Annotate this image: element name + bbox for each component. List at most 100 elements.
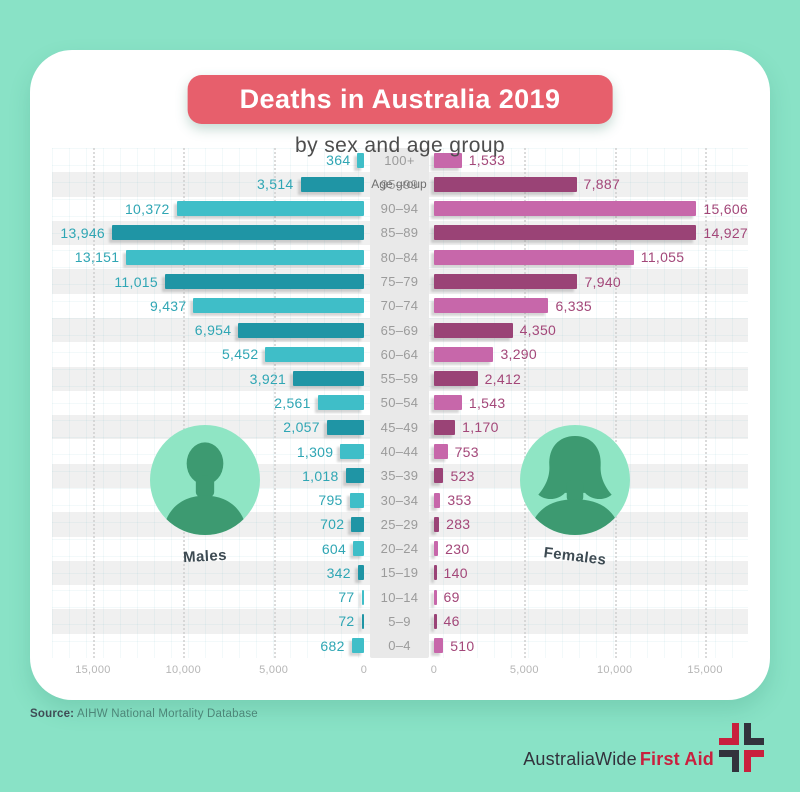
female-bar (434, 346, 494, 362)
female-value-label: 523 (450, 467, 475, 484)
age-row: 11,015 75–79 7,940 (52, 269, 748, 293)
age-row: 604 20–24 230 (52, 537, 748, 561)
value-gridline (92, 148, 95, 658)
age-group-label: 0–4 (388, 638, 411, 654)
age-group-label: 40–44 (380, 444, 419, 460)
value-gridline (705, 148, 708, 658)
female-value-label: 353 (447, 492, 472, 509)
age-group-label: 45–49 (380, 419, 419, 435)
age-group-label: 85–89 (380, 225, 419, 241)
female-value-label: 230 (445, 540, 470, 557)
cross-corner-top-left (719, 723, 739, 745)
male-bar (176, 201, 364, 217)
brand-name-secondary: First Aid (639, 749, 714, 769)
male-value-label: 2,561 (274, 394, 311, 411)
male-bar (300, 176, 364, 192)
age-row: 364 100+ 1,533 (52, 148, 748, 172)
male-bar (357, 152, 364, 168)
female-bar (434, 322, 513, 338)
male-bar (112, 225, 364, 241)
female-bar (434, 371, 478, 387)
age-row: 682 0–4 510 (52, 634, 748, 658)
male-value-label: 364 (326, 152, 351, 169)
age-group-label: 25–29 (380, 516, 419, 532)
male-bar (353, 541, 364, 557)
male-value-label: 77 (338, 589, 355, 606)
female-value-label: 140 (443, 564, 468, 581)
male-bar (193, 298, 364, 314)
male-value-label: 11,015 (114, 273, 158, 290)
title-banner: Deaths in Australia 2019 (187, 75, 613, 124)
male-value-label: 702 (320, 516, 345, 533)
female-value-label: 6,335 (555, 297, 593, 314)
first-aid-cross-icon (719, 723, 764, 772)
age-group-label: 60–64 (380, 346, 419, 362)
age-row: 3,921 55–59 2,412 (52, 367, 748, 391)
age-row: 9,437 70–74 6,335 (52, 294, 748, 318)
male-value-label: 1,309 (296, 443, 334, 460)
age-row: 77 10–14 69 (52, 585, 748, 609)
female-bar (434, 225, 697, 241)
axis-tick-label: 10,000 (165, 664, 202, 676)
male-bar (345, 468, 364, 484)
female-bar (434, 419, 456, 435)
female-value-label: 69 (443, 589, 460, 606)
age-group-label: 70–74 (380, 298, 419, 314)
source-text: AIHW National Mortality Database (76, 708, 258, 720)
female-value-label: 7,887 (583, 176, 621, 193)
male-value-label: 9,437 (149, 297, 187, 314)
male-value-label: 10,372 (124, 200, 170, 217)
male-value-label: 604 (321, 540, 347, 557)
female-value-label: 15,606 (703, 200, 748, 217)
female-value-label: 510 (450, 637, 475, 654)
male-value-label: 2,057 (283, 419, 320, 436)
female-silhouette-icon (520, 425, 630, 535)
female-bar (434, 176, 577, 192)
source-note: Source: AIHW National Mortality Database (30, 708, 258, 720)
male-bar (317, 395, 364, 411)
female-bar (434, 201, 697, 217)
source-prefix: Source: (30, 708, 75, 720)
male-bar (357, 565, 364, 581)
axis-tick-label: 10,000 (596, 664, 633, 676)
male-value-label: 795 (318, 492, 343, 509)
gridlines-layer (30, 148, 770, 658)
page-subtitle: by sex and age group (295, 134, 505, 157)
female-value-label: 1,543 (468, 394, 506, 411)
female-bar (434, 492, 441, 508)
male-bar (361, 613, 364, 629)
value-gridline (614, 148, 617, 658)
age-row: 5,452 60–64 3,290 (52, 342, 748, 366)
female-value-label: 3,290 (500, 346, 537, 363)
male-value-label: 72 (338, 613, 355, 630)
female-value-label: 2,412 (484, 370, 522, 387)
axis-tick-label: 15,000 (687, 664, 723, 676)
age-group-label: 95–99 (380, 176, 419, 192)
female-value-label: 14,927 (703, 224, 748, 241)
brand-logo-text: AustraliaWide First Aid (523, 749, 714, 770)
female-bar (434, 298, 549, 314)
male-bar (351, 638, 364, 654)
page-title: Deaths in Australia 2019 (239, 84, 561, 114)
axis-tick-label: 0 (360, 664, 368, 676)
age-group-label: 30–34 (380, 492, 419, 508)
age-group-label: 20–24 (380, 541, 419, 557)
brand-logo: AustraliaWide First Aid (523, 723, 764, 772)
male-value-label: 13,151 (74, 249, 120, 266)
male-bar (265, 346, 364, 362)
age-group-label: 65–69 (380, 322, 419, 338)
male-value-label: 6,954 (194, 322, 232, 339)
value-gridline (183, 148, 186, 658)
age-group-label: 35–39 (380, 468, 419, 484)
brand-name-primary: AustraliaWide (523, 749, 637, 769)
female-bar (434, 638, 444, 654)
age-row: 342 15–19 140 (52, 561, 748, 585)
female-bar (434, 274, 578, 290)
age-group-label: 15–19 (380, 565, 419, 581)
age-group-label: 5–9 (388, 613, 411, 629)
female-bar (434, 613, 437, 629)
age-row: 13,946 85–89 14,927 (52, 221, 748, 245)
male-value-label: 3,921 (249, 370, 287, 387)
female-value-label: 4,350 (519, 322, 557, 339)
male-value-label: 1,018 (302, 467, 339, 484)
